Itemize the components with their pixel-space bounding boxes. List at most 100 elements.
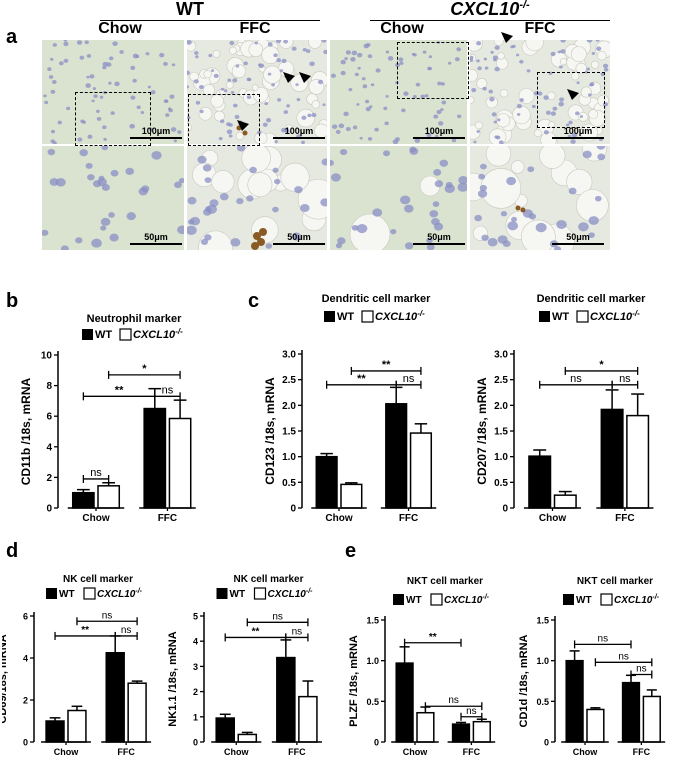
nucleus <box>506 176 517 186</box>
nucleus <box>387 56 394 61</box>
legend-label-ko-sup: -/- <box>482 594 489 601</box>
nucleus <box>596 146 606 150</box>
nucleus <box>75 237 83 244</box>
nucleus <box>264 101 269 106</box>
sig-label: ns <box>121 625 132 636</box>
nucleus <box>440 108 444 112</box>
positive-stain <box>242 130 248 136</box>
nucleus <box>422 50 427 54</box>
nucleus <box>404 204 414 213</box>
nucleus <box>519 98 524 102</box>
scale-bar-line <box>552 137 604 139</box>
nucleus <box>476 41 482 46</box>
nucleus <box>322 103 326 107</box>
nucleus <box>335 129 341 134</box>
y-tick-label: 1.0 <box>282 452 296 463</box>
sig-label: ns <box>102 610 113 621</box>
nucleus <box>204 234 212 241</box>
nucleus <box>432 201 440 207</box>
nucleus <box>429 210 439 218</box>
y-tick-label: 0 <box>23 738 28 748</box>
nucleus <box>306 49 311 53</box>
fat-vacuole <box>497 52 505 60</box>
fat-vacuole <box>212 50 221 58</box>
x-category-label: Chow <box>224 747 249 757</box>
nucleus <box>96 116 102 121</box>
scale-bar-label: 50μm <box>144 232 168 242</box>
micrograph-2-4 <box>470 146 610 250</box>
nucleus <box>47 67 52 71</box>
nucleus <box>403 91 409 96</box>
fat-vacuole <box>231 63 246 79</box>
nucleus <box>43 94 47 98</box>
fat-vacuole <box>251 84 259 91</box>
y-axis-label: CD1d /18s, mRNA <box>518 634 530 727</box>
nucleus <box>436 109 442 115</box>
scale-bar: 100μm <box>413 126 465 139</box>
sig-label: ns <box>272 611 283 622</box>
fat-vacuole <box>211 170 235 194</box>
chart-e2-svg: NKT cell marker WT CXCL10-/- 0 0.5 1.0 1.5 CD1d… <box>518 576 666 757</box>
nucleus <box>284 128 290 133</box>
nucleus <box>49 178 59 186</box>
nucleus <box>489 96 495 102</box>
legend-swatch-ko <box>119 328 132 341</box>
nucleus <box>219 193 229 201</box>
legend-label-wt: WT <box>59 589 75 600</box>
nucleus <box>230 238 241 247</box>
nucleus <box>178 177 184 184</box>
nucleus <box>552 106 558 111</box>
nucleus <box>368 105 373 109</box>
fat-vacuole <box>570 46 587 63</box>
nucleus <box>348 87 353 92</box>
nucleus <box>545 110 551 115</box>
nucleus <box>112 41 118 46</box>
nucleus <box>281 58 287 64</box>
nucleus <box>177 130 182 134</box>
nucleus <box>276 58 282 63</box>
scale-bar: 50μm <box>413 232 465 245</box>
chart-title: NKT cell marker <box>407 576 483 587</box>
nucleus <box>426 133 432 138</box>
x-category-label: Chow <box>54 747 79 757</box>
bar-wt-chow <box>71 491 95 509</box>
nucleus <box>587 93 592 97</box>
chart-c1-svg: Dendritic cell marker WT CXCL10-/- 0 0.5 1.0 1… <box>263 293 437 524</box>
nucleus <box>47 148 56 156</box>
nucleus <box>578 222 589 232</box>
nucleus <box>228 134 233 138</box>
nucleus <box>218 137 223 141</box>
nucleus <box>101 146 109 151</box>
nucleus <box>497 235 508 244</box>
nucleus <box>50 129 55 134</box>
y-tick-label: 3 <box>193 662 198 672</box>
scale-bar: 100μm <box>273 126 325 139</box>
x-category-label: FFC <box>463 747 481 757</box>
fat-vacuole <box>235 131 245 141</box>
nucleus <box>82 120 86 124</box>
nucleus <box>350 57 356 62</box>
fat-vacuole <box>228 46 237 55</box>
y-tick-label: 1.5 <box>366 616 379 626</box>
nucleus <box>428 55 433 59</box>
x-category-label: Chow <box>325 513 352 524</box>
nucleus <box>233 103 238 108</box>
y-axis-label: NK1.1 /18s, mRNA <box>168 631 179 726</box>
y-axis-label: CD123 /18s, mRNA <box>263 377 277 485</box>
sig-label: ns <box>448 695 459 706</box>
nucleus <box>102 125 107 130</box>
scale-bar-label: 100μm <box>563 126 593 136</box>
micrograph-2-1 <box>42 146 184 250</box>
nucleus <box>174 181 182 189</box>
nucleus <box>323 49 327 55</box>
y-axis-label: CD207 /18s, mRNA <box>475 377 489 485</box>
sig-label: ** <box>429 632 437 643</box>
nucleus <box>220 119 225 124</box>
nucleus <box>596 46 602 51</box>
nucleus <box>302 48 307 52</box>
nucleus <box>226 122 231 127</box>
y-tick-label: 0.5 <box>282 478 296 489</box>
nucleus <box>458 175 467 185</box>
legend-label-ko: CXCL10-/- <box>133 327 183 341</box>
nucleus <box>595 40 600 42</box>
